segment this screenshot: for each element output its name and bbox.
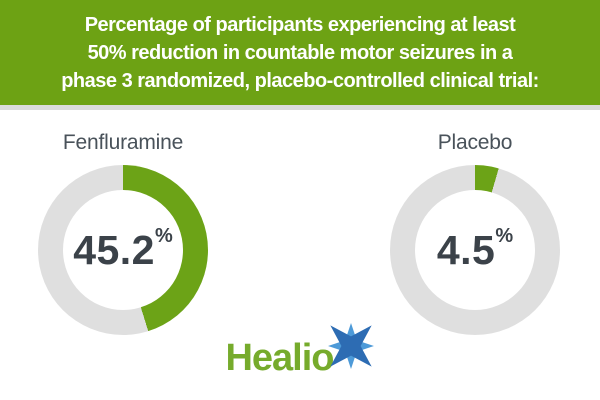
healio-logo: Healio	[0, 323, 600, 380]
percent-sign: %	[155, 224, 173, 247]
donut-hole: 4.5%	[415, 190, 535, 310]
chart-label-placebo: Placebo	[437, 131, 513, 154]
donut-chart-placebo: Placebo 4.5%	[390, 130, 560, 335]
donut-value-fenfluramine: 45.2%	[73, 224, 173, 273]
title-line-3: phase 3 randomized, placebo-controlled c…	[61, 69, 539, 92]
donut-ring-placebo: 4.5%	[390, 165, 560, 335]
healio-logo-text: Healio	[225, 337, 334, 379]
title-banner: Percentage of participants experiencing …	[0, 0, 600, 110]
donut-chart-fenfluramine: Fenfluramine 45.2%	[38, 130, 208, 335]
chart-label-fenfluramine: Fenfluramine	[62, 131, 184, 154]
title-line-2: 50% reduction in countable motor seizure…	[87, 41, 513, 64]
donut-ring-fenfluramine: 45.2%	[38, 165, 208, 335]
donut-value-placebo: 4.5%	[436, 224, 514, 273]
donut-hole: 45.2%	[63, 190, 183, 310]
title-line-1: Percentage of participants experiencing …	[84, 13, 516, 36]
percent-sign: %	[495, 224, 514, 247]
healio-star-icon	[327, 323, 374, 369]
